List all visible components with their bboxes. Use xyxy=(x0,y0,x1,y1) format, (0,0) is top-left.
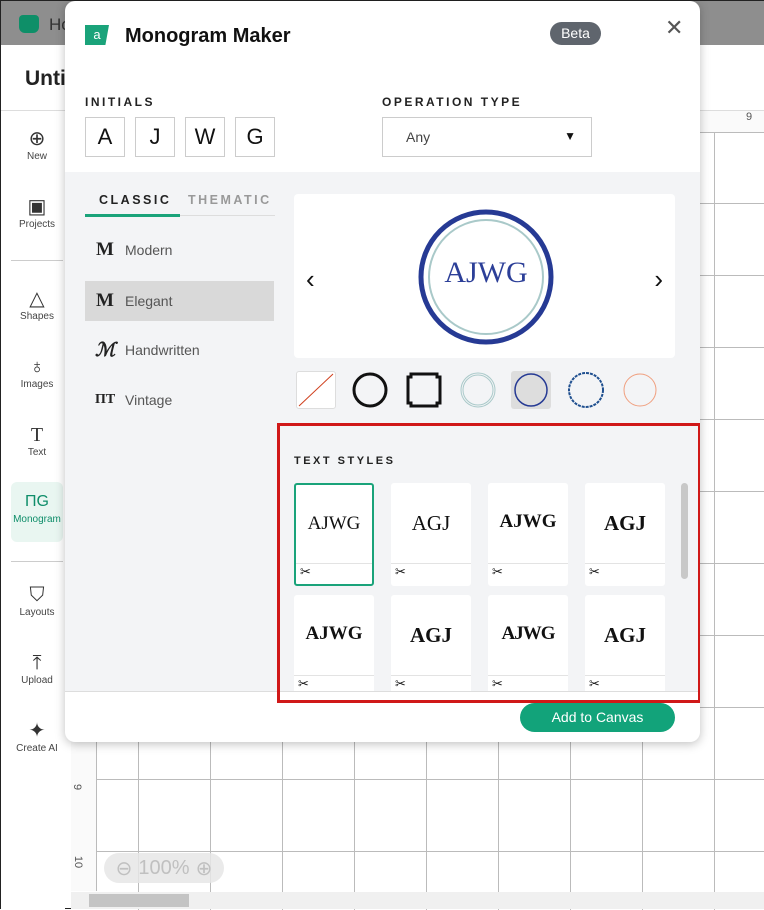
text-style-card[interactable]: AJWG ✂ xyxy=(294,483,374,586)
upload-icon: ⤒ xyxy=(32,652,42,674)
category-modern[interactable]: M Modern xyxy=(96,239,173,260)
modern-icon: M xyxy=(96,239,114,260)
frame-peach-circle[interactable] xyxy=(620,371,660,409)
sidebar-item-new[interactable]: ⊕ New xyxy=(1,127,73,162)
sidebar-item-layouts[interactable]: ⛉ Layouts xyxy=(1,583,73,618)
style-pane: CLASSIC THEMATIC M Modern M Elegant ℳ Handw… xyxy=(65,172,700,691)
scissors-icon: ✂ xyxy=(391,675,471,691)
ruler-label: 9 xyxy=(71,783,84,791)
handwritten-icon: ℳ xyxy=(95,339,116,361)
caret-down-icon: ▼ xyxy=(564,129,576,143)
add-to-canvas-button[interactable]: Add to Canvas xyxy=(520,703,675,732)
operation-type-select[interactable]: Any ▼ xyxy=(382,117,592,157)
next-arrow-icon[interactable]: › xyxy=(654,264,663,294)
tshirt-icon: ⛉ xyxy=(29,584,45,606)
initial-input-1[interactable]: A xyxy=(85,117,125,157)
scissors-icon: ✂ xyxy=(585,675,665,691)
scrollbar-thumb[interactable] xyxy=(89,894,189,907)
monogram-maker-dialog: a Monogram Maker Beta ✕ INITIALS A J W G… xyxy=(65,1,700,742)
dialog-title: Monogram Maker xyxy=(125,25,291,47)
sidebar-item-shapes[interactable]: △ Shapes xyxy=(1,287,73,322)
zoom-control: ⊖ 100% ⊕ xyxy=(104,853,224,883)
text-style-card[interactable]: AJWG ✂ xyxy=(488,595,568,691)
initial-input-2[interactable]: J xyxy=(135,117,175,157)
sidebar-item-text[interactable]: T Text xyxy=(1,423,73,458)
text-styles-label: TEXT STYLES xyxy=(294,455,396,467)
divider xyxy=(11,561,63,562)
frame-navy-circle-selected[interactable] xyxy=(511,371,551,409)
text-style-card[interactable]: AJWG ✂ xyxy=(294,595,374,691)
active-tab-indicator xyxy=(85,214,180,217)
operation-type-label: OPERATION TYPE xyxy=(382,95,523,109)
text-style-card[interactable]: AGJ ✂ xyxy=(585,595,665,691)
scissors-icon: ✂ xyxy=(585,563,665,580)
preview-frame xyxy=(418,209,554,345)
category-elegant[interactable]: M Elegant xyxy=(85,281,274,321)
zoom-level: 100% xyxy=(138,856,190,879)
scissors-icon: ✂ xyxy=(488,563,568,580)
tab-thematic[interactable]: THEMATIC xyxy=(188,193,272,207)
sparkle-icon: ✦ xyxy=(28,720,46,742)
frame-blue-circle[interactable] xyxy=(566,371,606,409)
ruler-label: 9 xyxy=(746,111,753,123)
scissors-icon: ✂ xyxy=(391,563,471,580)
monogram-icon: ПG xyxy=(25,493,49,510)
shapes-icon: △ xyxy=(29,288,45,310)
sidebar-item-monogram[interactable]: ПG Monogram xyxy=(11,482,63,542)
highlight-box xyxy=(277,423,700,703)
plus-circle-icon: ⊕ xyxy=(28,128,46,150)
ruler-label: 10 xyxy=(72,855,85,869)
scissors-icon: ✂ xyxy=(488,675,568,691)
scissors-icon: ✂ xyxy=(296,563,372,580)
frame-none[interactable] xyxy=(296,371,336,409)
text-icon: T xyxy=(30,424,44,446)
zoom-out-icon[interactable]: ⊖ xyxy=(115,857,133,880)
text-styles-grid: AJWG ✂ AGJ ✂ AJWG ✂ AGJ ✂ AJWG ✂ AGJ ✂ AJWG ✂ A… xyxy=(294,483,684,691)
scissors-icon: ✂ xyxy=(294,675,374,691)
zoom-in-icon[interactable]: ⊕ xyxy=(195,857,213,880)
divider xyxy=(11,260,63,261)
category-vintage[interactable]: ΠΤ Vintage xyxy=(95,392,173,408)
initial-input-3[interactable]: W xyxy=(185,117,225,157)
frame-circle[interactable] xyxy=(350,371,390,409)
horizontal-scrollbar[interactable] xyxy=(71,892,764,909)
tab-divider xyxy=(85,215,275,216)
sidebar-item-projects[interactable]: ▣ Projects xyxy=(1,195,73,230)
text-style-card[interactable]: AJWG ✂ xyxy=(488,483,568,586)
sidebar-item-images[interactable]: ♁ Images xyxy=(1,355,73,390)
text-style-card[interactable]: AGJ ✂ xyxy=(585,483,665,586)
elegant-icon: M xyxy=(96,290,114,311)
initial-input-4[interactable]: G xyxy=(235,117,275,157)
vintage-icon: ΠΤ xyxy=(95,392,116,407)
monogram-preview: ‹ AJWG › xyxy=(294,194,675,358)
text-style-card[interactable]: AGJ ✂ xyxy=(391,595,471,691)
frame-square[interactable] xyxy=(404,371,444,409)
app-logo-icon: a xyxy=(85,25,109,45)
close-icon[interactable]: ✕ xyxy=(665,15,684,40)
tab-classic[interactable]: CLASSIC xyxy=(99,193,172,207)
frame-double-circle[interactable] xyxy=(458,371,498,409)
text-styles-scrollbar[interactable] xyxy=(681,483,688,579)
left-sidebar: ⊕ New ▣ Projects △ Shapes ♁ Images T Text ПG M… xyxy=(1,111,65,910)
category-handwritten[interactable]: ℳ Handwritten xyxy=(95,339,200,361)
text-style-card[interactable]: AGJ ✂ xyxy=(391,483,471,586)
projects-icon: ▣ xyxy=(27,196,47,218)
previous-arrow-icon[interactable]: ‹ xyxy=(306,264,315,294)
sidebar-item-create-ai[interactable]: ✦ Create AI xyxy=(1,719,73,754)
sidebar-item-upload[interactable]: ⤒ Upload xyxy=(1,651,73,686)
initials-label: INITIALS xyxy=(85,95,155,109)
preview-monogram-text: AJWG xyxy=(444,256,528,289)
footer-divider xyxy=(65,691,700,692)
home-icon[interactable] xyxy=(19,15,39,33)
document-title[interactable]: Unti xyxy=(25,67,66,90)
beta-badge: Beta xyxy=(550,22,601,45)
balloon-icon: ♁ xyxy=(29,356,45,378)
